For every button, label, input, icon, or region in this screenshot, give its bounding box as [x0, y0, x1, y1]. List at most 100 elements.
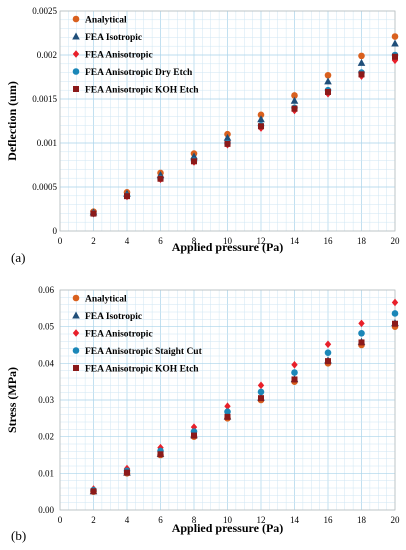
x-tick-label: 2 — [91, 236, 96, 246]
legend-marker — [72, 294, 80, 302]
data-point — [358, 52, 365, 60]
legend-entry-label: FEA Anisotropic KOH Etch — [85, 365, 199, 375]
data-point — [257, 381, 265, 390]
data-point — [391, 39, 399, 47]
x-tick-label: 8 — [192, 515, 197, 525]
data-point — [291, 92, 298, 99]
data-point — [290, 96, 299, 104]
legend-entry-label: FEA Isotropic — [85, 33, 142, 43]
legend-a: Analytical FEA Isotropic FEA Anisotropic FE… — [72, 16, 199, 96]
plot-frame-b — [59, 289, 396, 511]
data-point — [391, 310, 399, 317]
y-tick-label: 0.0005 — [32, 182, 57, 192]
data-point — [191, 432, 197, 439]
legend-marker — [72, 329, 80, 337]
data-point — [291, 361, 298, 369]
y-tick-label: 0.002 — [37, 50, 57, 60]
legend-marker — [72, 311, 80, 319]
x-tick-label: 2 — [91, 515, 96, 525]
legend-entry-label: FEA Anisotropic Dry Etch — [85, 68, 193, 78]
y-tick-label: 0.00 — [38, 505, 54, 515]
chart-panel-b: 0 2 4 6 8 10 12 14 16 18 20 0.000.010.020.030.040.… — [5, 285, 400, 543]
data-point — [224, 408, 231, 416]
x-tick-label: 12 — [257, 236, 266, 246]
data-point — [291, 376, 298, 383]
x-tick-label: 0 — [58, 515, 63, 525]
data-point — [124, 469, 130, 476]
x-tick-label: 20 — [391, 515, 401, 525]
x-tick-label: 18 — [357, 236, 367, 246]
x-tick-labels-b: 0 2 4 6 8 10 12 14 16 18 20 — [58, 515, 400, 525]
data-point — [392, 53, 398, 60]
y-axis-title-b: Stress (MPa) — [5, 367, 19, 433]
legend-marker — [73, 86, 79, 92]
data-point — [257, 388, 265, 396]
data-point — [258, 123, 264, 130]
legend-marker — [72, 50, 80, 58]
data-point — [391, 298, 399, 307]
data-point — [324, 71, 332, 79]
y-tick-labels-b: 0.00 0.01 0.02 0.03 0.04 0.05 0.06 — [38, 285, 54, 515]
y-tick-label: 0.0025 — [32, 6, 57, 16]
y-tick-label: 0 — [53, 226, 58, 236]
data-point — [190, 423, 198, 431]
x-tick-label: 10 — [223, 236, 233, 246]
data-point — [224, 140, 231, 147]
x-tick-label: 8 — [192, 236, 197, 246]
y-tick-label: 0.06 — [38, 285, 54, 295]
data-point — [358, 319, 365, 328]
data-point — [257, 115, 265, 123]
legend-marker — [72, 68, 80, 75]
x-tick-labels-a: 0 2 4 6 8 10 12 14 16 18 20 — [58, 236, 400, 246]
x-tick-label: 12 — [257, 515, 266, 525]
data-point — [391, 33, 399, 40]
legend-entry-label: FEA Anisotropic — [85, 330, 153, 340]
data-point — [358, 71, 365, 78]
legend-entry-label: FEA Anisotropic — [85, 51, 153, 61]
data-point — [157, 175, 164, 182]
grid-a — [59, 10, 396, 232]
y-axis-title-a: Deflection (um) — [5, 81, 19, 161]
data-point — [324, 340, 332, 349]
grid-b — [59, 289, 396, 511]
x-tick-label: 18 — [357, 515, 367, 525]
data-point — [191, 158, 197, 165]
data-point — [257, 111, 265, 119]
panel-label-b: (b) — [11, 528, 26, 543]
data-point — [90, 210, 97, 217]
x-tick-label: 10 — [223, 515, 233, 525]
x-axis-title-b: Applied pressure (Pa) — [172, 521, 284, 535]
data-point — [224, 402, 231, 411]
data-point — [258, 395, 264, 402]
legend-entry-label: FEA Isotropic — [85, 312, 142, 322]
data-point — [324, 77, 332, 85]
plot-frame-a — [59, 10, 396, 232]
x-tick-label: 6 — [158, 236, 163, 246]
data-point — [357, 58, 366, 66]
y-tick-label: 0.02 — [38, 432, 54, 442]
legend-marker — [72, 32, 80, 40]
x-tick-label: 14 — [290, 236, 300, 246]
data-point — [224, 413, 231, 420]
x-tick-label: 16 — [324, 515, 334, 525]
data-point — [324, 349, 332, 357]
x-tick-label: 14 — [290, 515, 300, 525]
data-point — [358, 339, 365, 346]
x-tick-label: 6 — [158, 515, 163, 525]
x-tick-label: 4 — [125, 515, 130, 525]
legend-marker — [72, 347, 80, 354]
legend-b: Analytical FEA Isotropic FEA Anisotropic FE… — [72, 294, 203, 375]
legend-entry-label: Analytical — [85, 16, 127, 26]
data-point — [190, 152, 198, 160]
data-point — [90, 488, 97, 495]
legend-entry-label: FEA Anisotropic Staight Cut — [85, 347, 203, 357]
data-point — [325, 358, 331, 365]
x-tick-label: 16 — [324, 236, 334, 246]
data-point — [124, 193, 130, 200]
legend-entry-label: Analytical — [85, 295, 127, 305]
data-point — [223, 133, 232, 141]
data-marks-b — [89, 298, 399, 495]
data-point — [157, 451, 164, 458]
y-tick-label: 0.01 — [38, 468, 54, 478]
